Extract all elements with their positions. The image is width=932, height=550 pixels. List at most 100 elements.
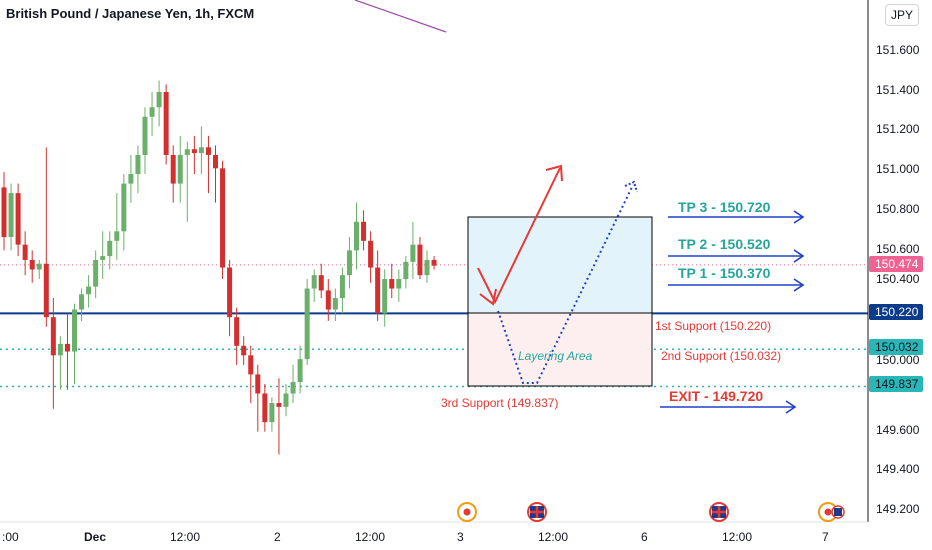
candle: [396, 269, 402, 302]
candle-body: [346, 250, 352, 276]
layering-area-label[interactable]: Layering Area: [518, 349, 593, 363]
support-1-price-tag[interactable]: [869, 304, 923, 320]
candle: [198, 126, 204, 175]
candle: [311, 269, 317, 302]
red-path-arrow[interactable]: [477, 167, 561, 305]
candle: [191, 135, 197, 175]
candle: [163, 84, 169, 165]
candle: [269, 397, 275, 432]
candle: [36, 259, 42, 279]
tp1-label[interactable]: TP 1 - 150.370: [678, 265, 771, 281]
uk-event-icon[interactable]: [831, 505, 845, 519]
tp3-label[interactable]: TP 3 - 150.720: [678, 199, 771, 215]
support-2-price-tag[interactable]: [869, 339, 923, 355]
candle-body: [170, 154, 176, 184]
current-price-tag[interactable]: [869, 256, 923, 272]
time-axis[interactable]: :00 Dec 12:00 2 12:00 3 12:00 6 12:00 7: [2, 530, 829, 544]
candle-body: [22, 244, 28, 260]
candle-body: [290, 382, 296, 394]
time-tick: 2: [274, 530, 281, 544]
exit-label[interactable]: EXIT - 149.720: [669, 388, 763, 404]
candle: [29, 250, 35, 283]
candle-body: [213, 154, 218, 169]
candle-body: [177, 154, 183, 184]
candle-body: [410, 244, 416, 262]
candle-body: [86, 286, 92, 295]
candle-body: [297, 359, 303, 383]
candle-body: [396, 279, 402, 289]
candle: [424, 250, 430, 283]
candle-body: [72, 309, 77, 352]
candle-body: [36, 263, 42, 270]
candle: [417, 237, 423, 279]
price-tick: 151.400: [876, 83, 920, 97]
target-zone-box[interactable]: [467, 216, 653, 314]
candle-body: [1, 187, 7, 238]
candle: [213, 145, 218, 203]
candle-body: [93, 259, 99, 287]
candle-body: [375, 267, 381, 314]
candle-body: [149, 107, 155, 117]
uk-event-icon[interactable]: [527, 502, 547, 522]
currency-button[interactable]: JPY: [885, 4, 919, 26]
candle-body: [205, 147, 211, 155]
candle: [262, 383, 268, 432]
blue-dotted-arrowhead: [624, 180, 638, 193]
price-tick: 150.600: [876, 242, 920, 256]
candle-body: [198, 147, 204, 154]
candle: [135, 145, 141, 194]
support-2-label[interactable]: 2nd Support (150.032): [661, 349, 781, 363]
support-3-price-tag[interactable]: [869, 376, 923, 392]
candle: [205, 135, 211, 194]
candle: [318, 263, 324, 299]
candle-body: [283, 393, 289, 407]
candle-body: [361, 221, 367, 241]
candle: [325, 279, 331, 321]
support-1-label[interactable]: 1st Support (150.220): [655, 319, 771, 333]
candle: [156, 80, 162, 127]
candle: [403, 256, 409, 289]
candle: [431, 256, 437, 270]
candle-body: [57, 343, 63, 356]
candle-body: [220, 168, 226, 268]
candle: [121, 174, 127, 251]
candle: [389, 263, 395, 299]
candle-body: [15, 193, 21, 245]
current-price-tag-text: 150.474: [875, 257, 919, 271]
candle-body: [29, 259, 35, 270]
candle-body: [227, 267, 233, 318]
time-tick: 3: [457, 530, 464, 544]
candle-body: [339, 275, 345, 299]
price-axis[interactable]: 151.600 151.400 151.200 151.000 150.800 …: [876, 43, 920, 516]
candle: [248, 345, 254, 404]
price-tick: 149.400: [876, 462, 920, 476]
candle: [170, 145, 176, 203]
tp1-arrowhead: [793, 278, 805, 292]
uk-event-icon[interactable]: [709, 502, 729, 522]
red-arrowhead-bottom: [479, 288, 497, 306]
candle-body: [389, 279, 395, 289]
tp2-label[interactable]: TP 2 - 150.520: [678, 236, 771, 252]
candle: [15, 183, 21, 257]
candle-body: [128, 174, 134, 184]
jp-event-icon[interactable]: [457, 502, 477, 522]
candle-body: [269, 403, 275, 423]
blue-dotted-projection[interactable]: [497, 184, 634, 384]
candle-body: [276, 403, 282, 407]
candle: [43, 147, 49, 327]
candle-body: [417, 244, 423, 276]
layering-zone-box[interactable]: [467, 312, 653, 387]
candle: [128, 154, 134, 203]
candle-body: [262, 393, 268, 423]
exit-arrowhead: [785, 400, 797, 414]
candle-body: [135, 154, 141, 175]
trendline-drawing[interactable]: [354, 0, 447, 33]
candles-group: [1, 80, 437, 455]
candle-body: [403, 261, 409, 279]
candle: [220, 160, 226, 279]
candle-body: [332, 298, 338, 310]
support-3-label[interactable]: 3rd Support (149.837): [441, 396, 558, 410]
candle-body: [163, 91, 169, 155]
